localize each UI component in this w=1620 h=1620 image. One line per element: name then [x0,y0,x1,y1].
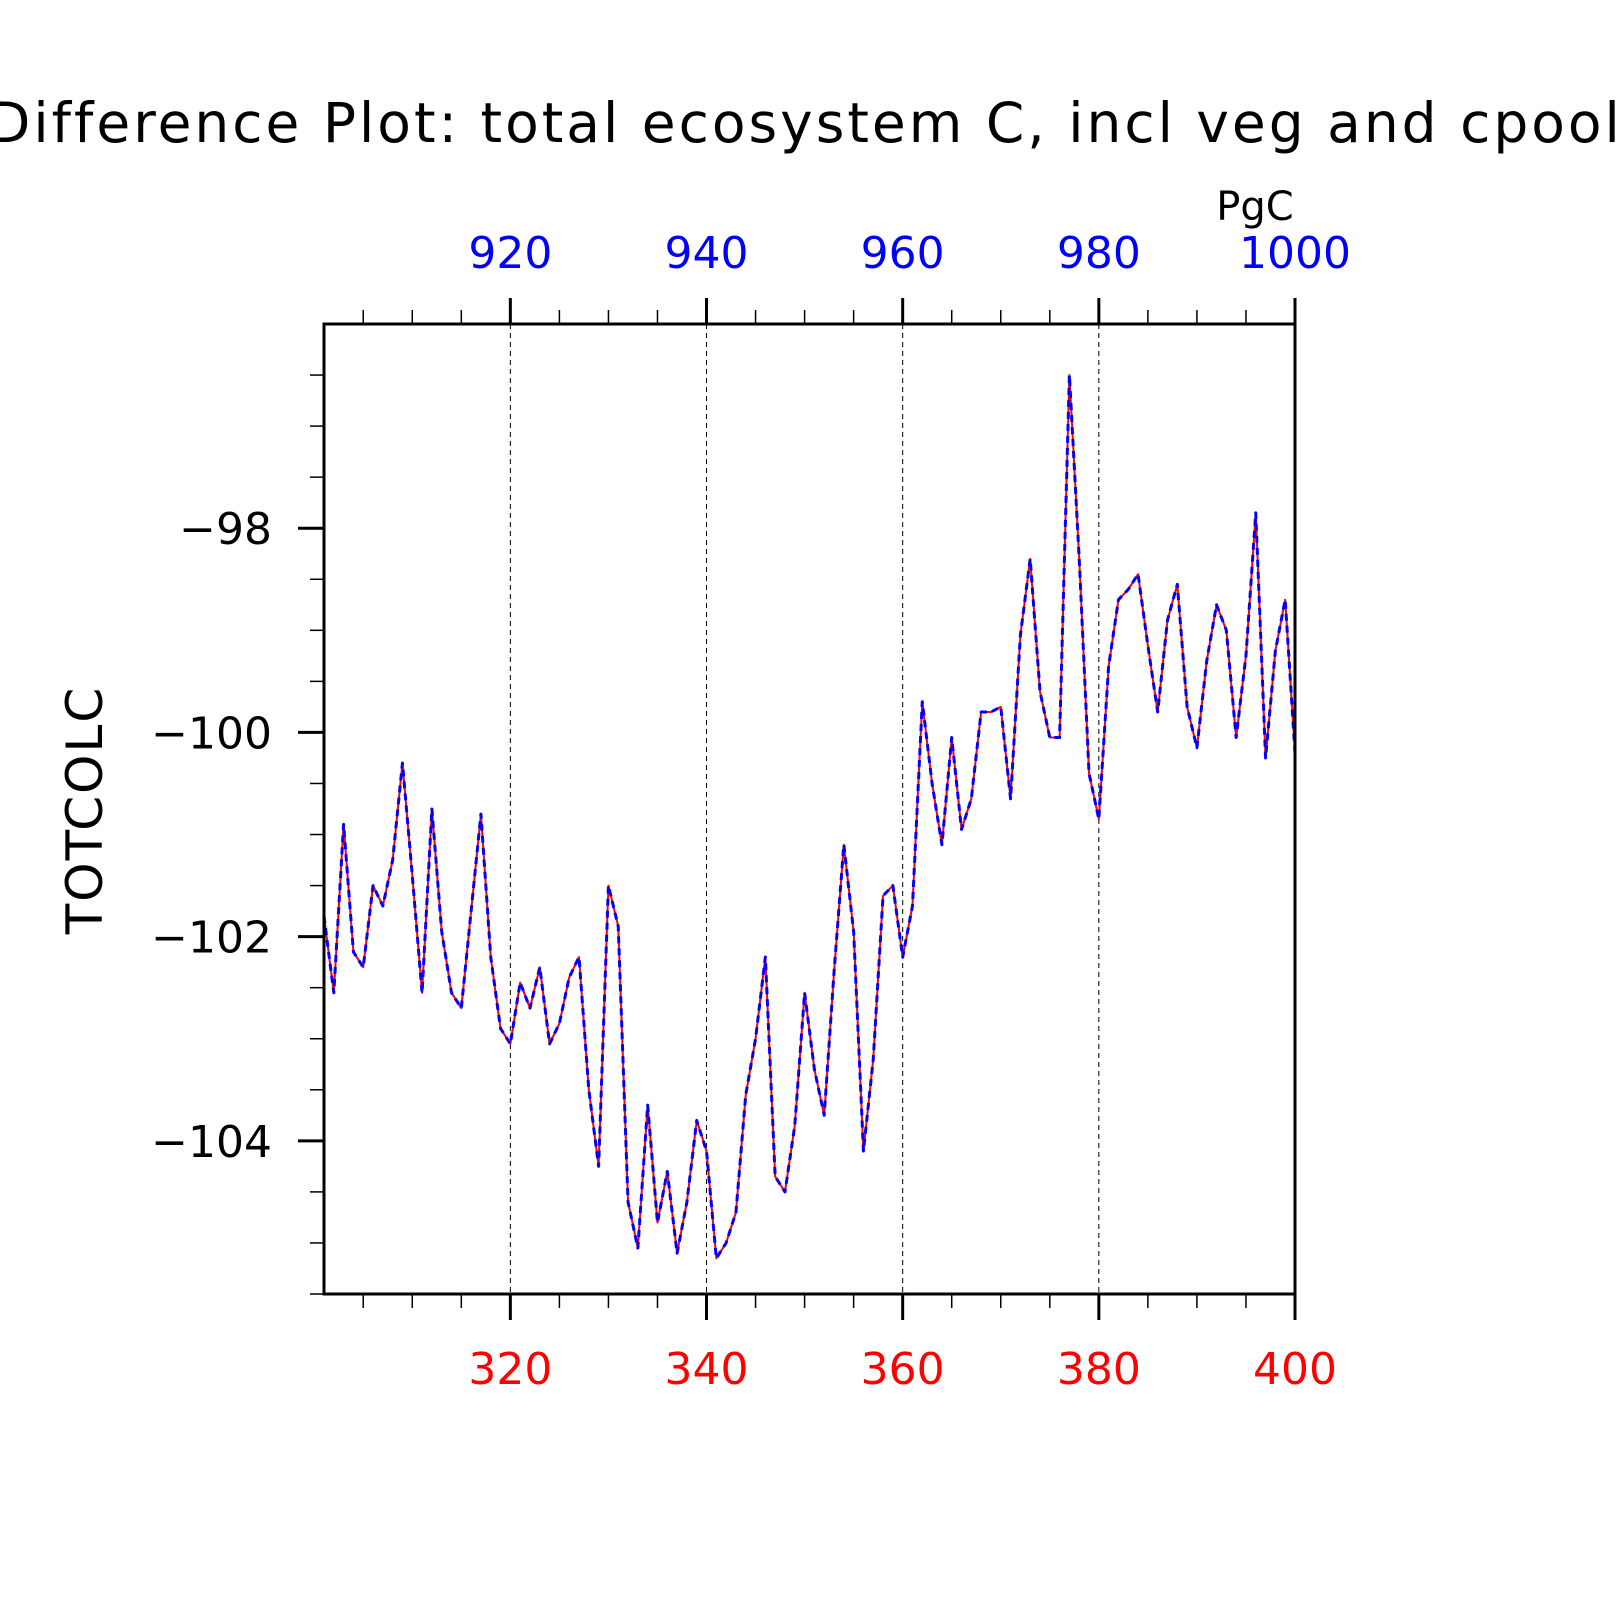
x-bottom-tick-label: 360 [861,1344,945,1395]
units-label: PgC [1216,184,1293,230]
series-lines [322,373,1297,1260]
x-top-tick-label: 920 [468,228,552,279]
y-tick-label: −100 [151,708,272,759]
series-line-2 [322,373,1297,1260]
y-tick-label: −102 [151,913,272,964]
series-line-1 [323,374,1296,1260]
chart-title: Difference Plot: total ecosystem C, incl… [0,91,1620,155]
x-top-tick-label: 980 [1057,228,1141,279]
tick-labels: 320 340 360 380 400 920 940 960 980 1000 −98 −100 −1… [151,228,1351,1395]
y-tick-label: −104 [151,1117,272,1168]
x-top-tick-label: 1000 [1239,228,1351,279]
x-bottom-tick-label: 320 [468,1344,552,1395]
y-axis-label: TOTCOLC [56,686,114,936]
x-top-tick-label: 960 [861,228,945,279]
x-bottom-tick-label: 400 [1253,1344,1337,1395]
plot-frame [322,322,1297,1296]
y-tick-label: −98 [179,504,272,555]
x-top-tick-label: 940 [665,228,749,279]
axes [298,298,1297,1320]
x-bottom-tick-label: 380 [1057,1344,1141,1395]
x-bottom-tick-label: 340 [665,1344,749,1395]
